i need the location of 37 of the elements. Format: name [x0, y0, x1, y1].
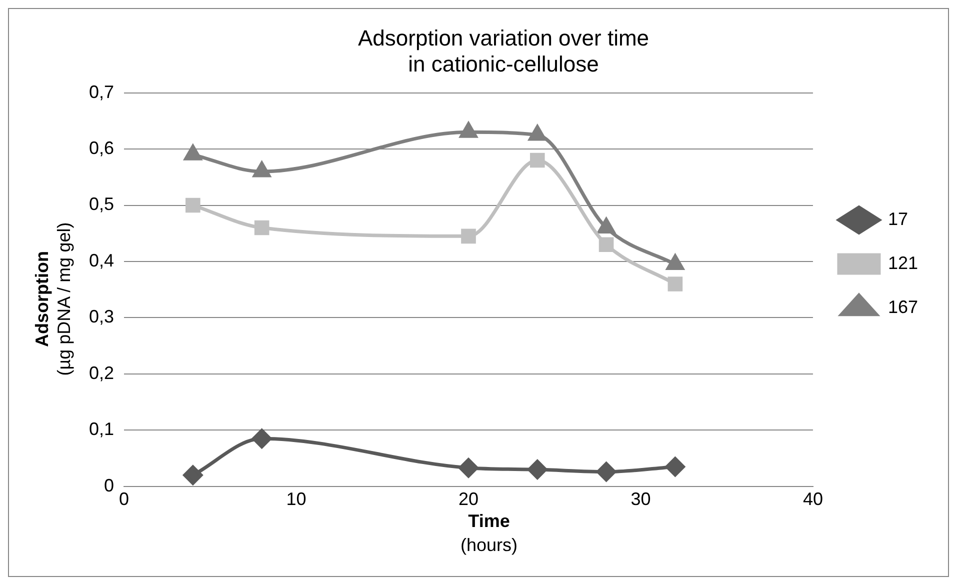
point	[596, 462, 616, 482]
y-tick-label: 0,5	[88, 194, 114, 214]
point	[665, 456, 685, 476]
x-tick-label: 40	[802, 489, 823, 510]
point	[528, 460, 548, 480]
y-axis-title: Adsorption (µg pDNA / mg gel)	[31, 221, 75, 378]
point	[183, 465, 203, 485]
x-tick-label: 10	[286, 489, 306, 510]
y-tick-label: 0,6	[88, 138, 114, 158]
point	[668, 276, 683, 292]
point	[252, 428, 272, 448]
legend-label: 121	[888, 252, 918, 273]
point	[184, 144, 202, 160]
point	[528, 125, 546, 141]
point	[530, 152, 545, 168]
y-tick-label: 0,1	[88, 419, 114, 440]
y-tick-label: 0,4	[88, 250, 114, 270]
point	[666, 254, 684, 270]
legend-label: 17	[888, 208, 908, 229]
y-tick-label: 0,3	[88, 306, 114, 327]
point	[598, 218, 615, 234]
point	[254, 220, 270, 236]
x-tick-label: 20	[458, 489, 479, 510]
point	[598, 237, 614, 252]
point	[461, 228, 476, 244]
y-tick-label: 0	[104, 475, 114, 496]
point	[460, 122, 478, 138]
x-axis-title: Time (hours)	[459, 510, 518, 557]
y-tick-label: 0,7	[88, 82, 114, 102]
point	[458, 458, 478, 478]
y-tick-label: 0,2	[88, 362, 114, 383]
x-tick-label: 30	[630, 489, 651, 510]
point	[186, 198, 200, 213]
chart-title: Adsorption variation over time in cationic-cellulose	[358, 25, 650, 77]
legend-label: 167	[888, 296, 918, 317]
x-tick-label: 0	[119, 489, 130, 510]
point	[253, 162, 270, 178]
